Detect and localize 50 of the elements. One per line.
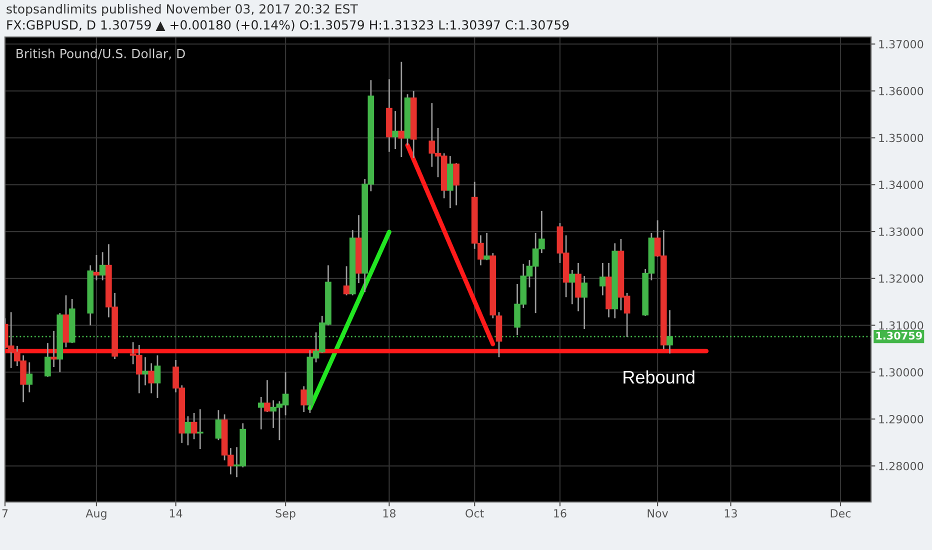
y-tick-label: 1.32000	[879, 274, 924, 283]
candlestick	[575, 262, 582, 312]
candlestick	[398, 61, 405, 158]
x-tick-label: 16	[554, 509, 566, 518]
candlestick	[142, 356, 148, 386]
x-tick-label: Dec	[830, 509, 851, 518]
candlestick	[569, 269, 576, 305]
y-tick-label: 1.35000	[879, 134, 924, 142]
y-tick-label: 1.30000	[879, 368, 924, 377]
candlestick	[215, 409, 222, 441]
y-tick-label: 1.29000	[879, 415, 924, 424]
y-tick-label: 1.34000	[879, 180, 924, 190]
ref-line-label: 1.30759	[876, 332, 922, 340]
candlestick	[99, 251, 106, 281]
y-tick-label: 1.36000	[879, 86, 924, 96]
x-tick-label: Oct	[466, 509, 484, 518]
x-tick-label: 7	[2, 509, 8, 518]
x-tick-label: 18	[383, 509, 396, 518]
candlestick	[484, 232, 490, 261]
candlestick	[190, 412, 198, 440]
chart-title: stopsandlimits published November 03, 2017 20:32 EST	[6, 4, 358, 16]
x-tick-label: Sep	[276, 509, 296, 520]
candlestick	[196, 408, 204, 450]
candlestick	[600, 262, 606, 296]
annotation: British Pound/U.S. Dollar, D	[16, 48, 185, 60]
candlestick	[453, 162, 460, 206]
candlestick	[300, 386, 307, 413]
candlestick	[343, 266, 350, 296]
y-tick-label: 1.37000	[879, 40, 924, 48]
x-tick-label: Nov	[648, 509, 668, 518]
candlestick	[154, 354, 161, 399]
candlestick	[184, 416, 192, 446]
y-tick-label: 1.31000	[879, 321, 924, 330]
y-tick-label: 1.28000	[879, 462, 924, 470]
candlestick	[258, 396, 264, 430]
candlestick	[666, 309, 673, 354]
candlestick	[44, 342, 51, 378]
candlestick	[26, 362, 33, 394]
candlestick	[392, 110, 398, 150]
candlestick	[50, 330, 57, 368]
candlestick	[148, 362, 155, 394]
annotation: Rebound	[624, 370, 694, 384]
candlestick	[264, 379, 270, 413]
candlestick	[93, 254, 100, 281]
x-tick-label: 13	[724, 509, 737, 518]
candlestick	[581, 275, 588, 330]
x-tick-label: Aug	[86, 509, 106, 520]
y-tick-label: 1.33000	[879, 228, 924, 236]
x-tick-label: 14	[170, 509, 182, 518]
chart-subtitle: FX:GBPUSD, D 1.30759 ▲ +0.00180 (+0.14%) O:1.30579 H:1.31323 L:1.30397 C:1.30759	[7, 20, 569, 32]
